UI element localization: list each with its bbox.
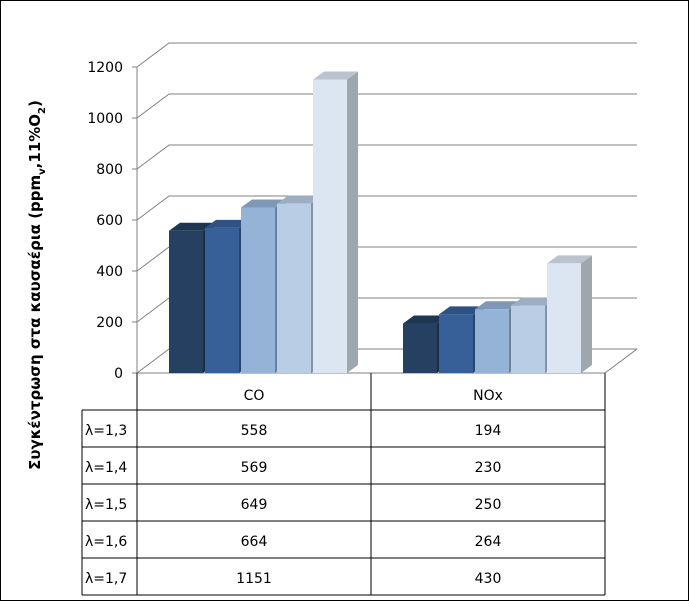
bar-front xyxy=(511,305,545,373)
bar-top xyxy=(241,199,286,208)
bar-top xyxy=(313,71,358,80)
y-tick-label: 1000 xyxy=(87,111,123,127)
table-cell: 558 xyxy=(241,423,268,439)
table-cell: 430 xyxy=(475,571,502,587)
bar-nox-5 xyxy=(547,255,592,373)
table-cell: 264 xyxy=(475,534,502,550)
bar-top xyxy=(475,301,520,310)
bar-top xyxy=(277,195,322,204)
table-cell: 1151 xyxy=(236,571,272,587)
bars xyxy=(169,71,592,374)
bar-front xyxy=(547,263,581,373)
table-cell: 230 xyxy=(475,460,502,476)
bar-top xyxy=(403,315,448,324)
table-row-label: λ=1,5 xyxy=(85,497,127,513)
bar-co-5 xyxy=(313,71,358,374)
bar-front xyxy=(205,227,239,373)
table-row-label: λ=1,4 xyxy=(85,460,127,476)
bar-top xyxy=(205,219,250,228)
bar-top xyxy=(511,297,556,306)
table-row-label: λ=1,3 xyxy=(85,423,127,439)
table-cell: 569 xyxy=(241,460,268,476)
bar-front xyxy=(313,79,347,374)
gridline xyxy=(136,195,637,221)
y-tick-label: 400 xyxy=(96,264,123,280)
bar-front xyxy=(403,323,437,373)
bar-front xyxy=(439,314,473,373)
y-axis-label: Συγκέντρωση στα καυσαέρια (ppmv,11%O2) xyxy=(26,100,48,470)
y-axis-ticks: 0 200 400 600 800 1000 1200 xyxy=(87,60,137,382)
table-cell: 250 xyxy=(475,497,502,513)
gridline xyxy=(136,93,637,119)
y-tick-label: 200 xyxy=(96,315,123,331)
y-tick-label: 1200 xyxy=(87,60,123,76)
table-row-label: λ=1,6 xyxy=(85,534,127,550)
bar-top xyxy=(439,306,484,315)
bar-front xyxy=(169,230,203,373)
bar-front xyxy=(277,203,311,373)
gridline xyxy=(136,144,637,170)
table-cell: 649 xyxy=(241,497,268,513)
bar-side xyxy=(347,71,358,374)
data-table: CO NOx λ=1,3 558 194 λ=1,4 569 230 λ=1,5 649 250 λ=… xyxy=(81,373,606,596)
bar-front xyxy=(475,309,509,373)
bar-top xyxy=(547,255,592,264)
table-header-co: CO xyxy=(244,388,265,404)
bar-front xyxy=(241,207,275,373)
table-header-nox: NOx xyxy=(473,388,503,404)
bar-side xyxy=(581,255,592,373)
table-cell: 664 xyxy=(241,534,268,550)
bar-top xyxy=(169,222,214,231)
gridlines xyxy=(136,42,637,323)
y-tick-label: 800 xyxy=(96,162,123,178)
y-tick-label: 0 xyxy=(114,366,123,382)
table-cell: 194 xyxy=(475,423,502,439)
gridline xyxy=(136,42,637,68)
table-row-label: λ=1,7 xyxy=(85,571,127,587)
floor-right-edge xyxy=(604,348,638,374)
y-tick-label: 600 xyxy=(96,213,123,229)
